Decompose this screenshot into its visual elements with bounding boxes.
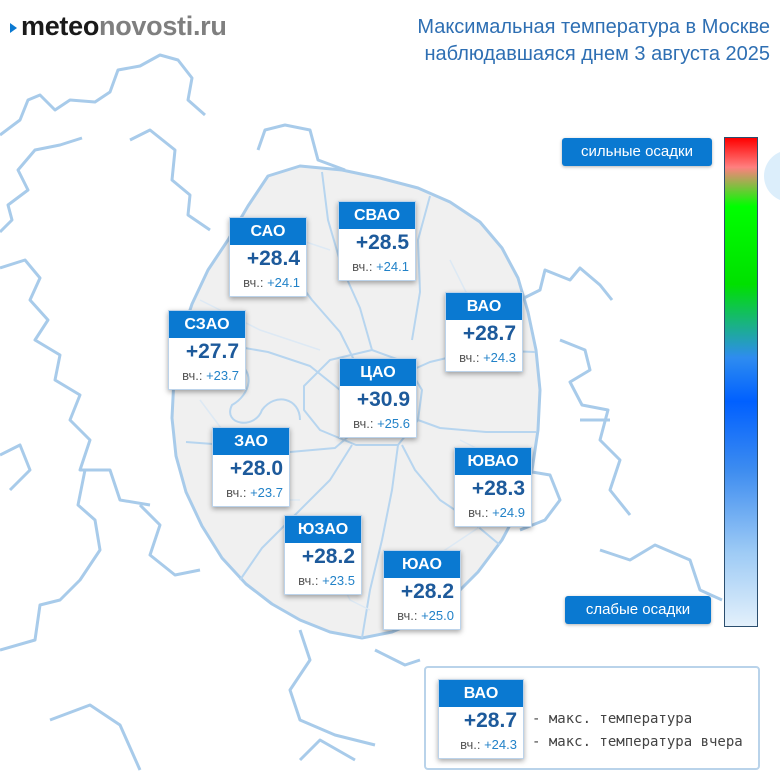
yesterday-label: вч.: (298, 573, 319, 588)
site-logo[interactable]: meteo novosti .ru (10, 8, 227, 44)
legend-yesterday: вч.: +24.3 (439, 734, 523, 756)
yesterday-value: +24.1 (376, 259, 409, 274)
scale-label-weak: слабые осадки (565, 596, 711, 624)
yesterday-label: вч.: (459, 350, 480, 365)
district-yesterday: вч.: +24.1 (230, 272, 306, 294)
scale-label-strong: сильные осадки (562, 138, 712, 166)
yesterday-label: вч.: (226, 485, 247, 500)
district-temp: +28.0 (229, 457, 283, 480)
logo-text-novosti: novosti (99, 10, 193, 41)
district-name: ЮЗАО (285, 516, 361, 543)
district-badge-cao[interactable]: ЦАО +30.9 вч.: +25.6 (339, 358, 417, 438)
legend-desc-yesterday: - макс. температура вчера (532, 734, 743, 750)
district-yesterday: вч.: +23.7 (169, 365, 245, 387)
page-title: Максимальная температура в Москве наблюд… (330, 14, 770, 68)
yesterday-value: +24.9 (492, 505, 525, 520)
district-badge-yuvao[interactable]: ЮВАО +28.3 вч.: +24.9 (454, 447, 532, 527)
district-badge-yuzao[interactable]: ЮЗАО +28.2 вч.: +23.5 (284, 515, 362, 595)
district-name: СЗАО (169, 311, 245, 338)
title-line-1: Максимальная температура в Москве (417, 16, 770, 38)
district-yesterday: вч.: +25.6 (340, 413, 416, 435)
district-badge-yuao[interactable]: ЮАО +28.2 вч.: +25.0 (383, 550, 461, 630)
precipitation-color-scale (724, 137, 758, 627)
yesterday-label: вч.: (353, 416, 374, 431)
district-temp: +28.5 (355, 231, 409, 254)
district-yesterday: вч.: +24.9 (455, 502, 531, 524)
yesterday-label: вч.: (397, 608, 418, 623)
district-name: СВАО (339, 202, 415, 229)
legend-yesterday-value: +24.3 (484, 737, 517, 752)
logo-chevron-icon (10, 23, 17, 33)
yesterday-label: вч.: (352, 259, 373, 274)
district-temp: +28.2 (301, 545, 355, 568)
legend-desc-max: - макс. температура (532, 711, 693, 727)
district-yesterday: вч.: +23.7 (213, 482, 289, 504)
legend-yesterday-label: вч.: (460, 737, 481, 752)
district-name: ВАО (446, 293, 522, 320)
yesterday-value: +23.7 (206, 368, 239, 383)
district-badge-vao[interactable]: ВАО +28.7 вч.: +24.3 (445, 292, 523, 372)
district-badge-szao[interactable]: СЗАО +27.7 вч.: +23.7 (168, 310, 246, 390)
title-line-2: наблюдавшаяся днем 3 августа 2025 (424, 43, 770, 65)
district-name: ЦАО (340, 359, 416, 386)
district-yesterday: вч.: +24.3 (446, 347, 522, 369)
district-yesterday: вч.: +25.0 (384, 605, 460, 627)
district-temp: +30.9 (356, 388, 410, 411)
outer-region-outline (0, 53, 723, 771)
yesterday-value: +23.5 (322, 573, 355, 588)
yesterday-label: вч.: (182, 368, 203, 383)
district-badge-sao[interactable]: САО +28.4 вч.: +24.1 (229, 217, 307, 297)
yesterday-value: +23.7 (250, 485, 283, 500)
district-badge-zao[interactable]: ЗАО +28.0 вч.: +23.7 (212, 427, 290, 507)
yesterday-value: +25.0 (421, 608, 454, 623)
district-name: ЮВАО (455, 448, 531, 475)
district-badge-svao[interactable]: СВАО +28.5 вч.: +24.1 (338, 201, 416, 281)
yesterday-value: +24.3 (483, 350, 516, 365)
district-name: ЗАО (213, 428, 289, 455)
district-temp: +28.7 (462, 322, 516, 345)
yesterday-value: +25.6 (377, 416, 410, 431)
yesterday-value: +24.1 (267, 275, 300, 290)
district-name: САО (230, 218, 306, 245)
edge-glow (764, 152, 780, 200)
district-name: ЮАО (384, 551, 460, 578)
legend-district-name: ВАО (439, 680, 523, 707)
logo-text-meteo: meteo (21, 10, 100, 41)
yesterday-label: вч.: (243, 275, 264, 290)
logo-text-domain: .ru (192, 10, 227, 41)
yesterday-label: вч.: (468, 505, 489, 520)
district-yesterday: вч.: +23.5 (285, 570, 361, 592)
district-temp: +28.2 (400, 580, 454, 603)
legend-sample-badge: ВАО +28.7 вч.: +24.3 (438, 679, 524, 759)
district-temp: +27.7 (185, 340, 239, 363)
district-yesterday: вч.: +24.1 (339, 256, 415, 278)
district-temp: +28.4 (246, 247, 300, 270)
district-temp: +28.3 (471, 477, 525, 500)
legend-temp: +28.7 (463, 709, 517, 732)
